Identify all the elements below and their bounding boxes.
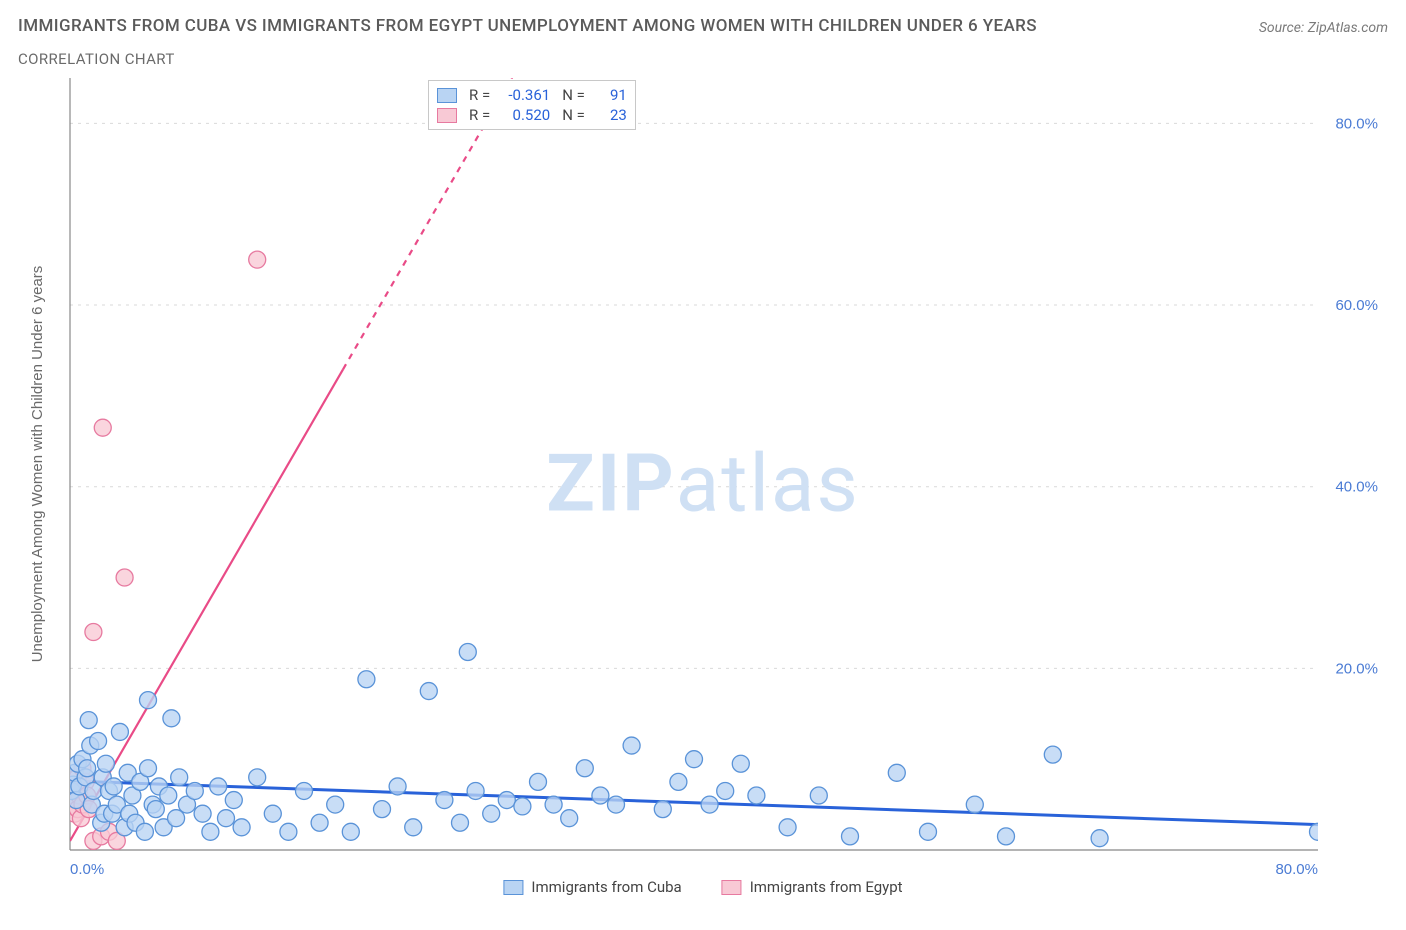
svg-text:80.0%: 80.0% bbox=[1275, 861, 1318, 878]
swatch-cuba bbox=[503, 880, 523, 895]
legend-label-egypt: Immigrants from Egypt bbox=[750, 878, 903, 896]
svg-text:Unemployment Among Women with: Unemployment Among Women with Children U… bbox=[29, 266, 46, 663]
r-value-cuba: -0.361 bbox=[498, 86, 550, 104]
legend-item-cuba: Immigrants from Cuba bbox=[503, 878, 681, 896]
swatch-egypt bbox=[437, 108, 457, 123]
r-value-egypt: 0.520 bbox=[498, 106, 550, 124]
series-legend: Immigrants from Cuba Immigrants from Egy… bbox=[503, 878, 902, 896]
correlation-legend: R = -0.361 N = 91 R = 0.520 N = 23 bbox=[428, 80, 636, 130]
svg-text:60.0%: 60.0% bbox=[1335, 297, 1378, 314]
legend-label-cuba: Immigrants from Cuba bbox=[531, 878, 681, 896]
swatch-egypt bbox=[722, 880, 742, 895]
source-prefix: Source: bbox=[1259, 20, 1304, 36]
n-value-cuba: 91 bbox=[593, 86, 627, 104]
r-label: R = bbox=[469, 106, 490, 124]
source-name: ZipAtlas.com bbox=[1308, 20, 1388, 36]
svg-text:40.0%: 40.0% bbox=[1335, 479, 1378, 496]
n-label: N = bbox=[562, 86, 585, 104]
svg-text:80.0%: 80.0% bbox=[1335, 115, 1378, 132]
r-label: R = bbox=[469, 86, 490, 104]
chart-subtitle: CORRELATION CHART bbox=[18, 50, 1388, 68]
scatter-chart: 20.0% 40.0% 60.0% 80.0% 0.0% 80.0% Unemploymen… bbox=[18, 78, 1388, 898]
chart-title: IMMIGRANTS FROM CUBA VS IMMIGRANTS FROM … bbox=[18, 16, 1037, 36]
correlation-row-egypt: R = 0.520 N = 23 bbox=[437, 105, 627, 125]
legend-item-egypt: Immigrants from Egypt bbox=[722, 878, 903, 896]
svg-text:0.0%: 0.0% bbox=[70, 861, 104, 878]
source-attribution: Source: ZipAtlas.com bbox=[1259, 20, 1388, 36]
svg-text:20.0%: 20.0% bbox=[1335, 660, 1378, 677]
swatch-cuba bbox=[437, 88, 457, 103]
chart-container: ZIPatlas 20.0%40.0%60.0%80.0%0.0%80.0%Un… bbox=[18, 78, 1388, 898]
correlation-row-cuba: R = -0.361 N = 91 bbox=[437, 85, 627, 105]
n-value-egypt: 23 bbox=[593, 106, 627, 124]
n-label: N = bbox=[562, 106, 585, 124]
